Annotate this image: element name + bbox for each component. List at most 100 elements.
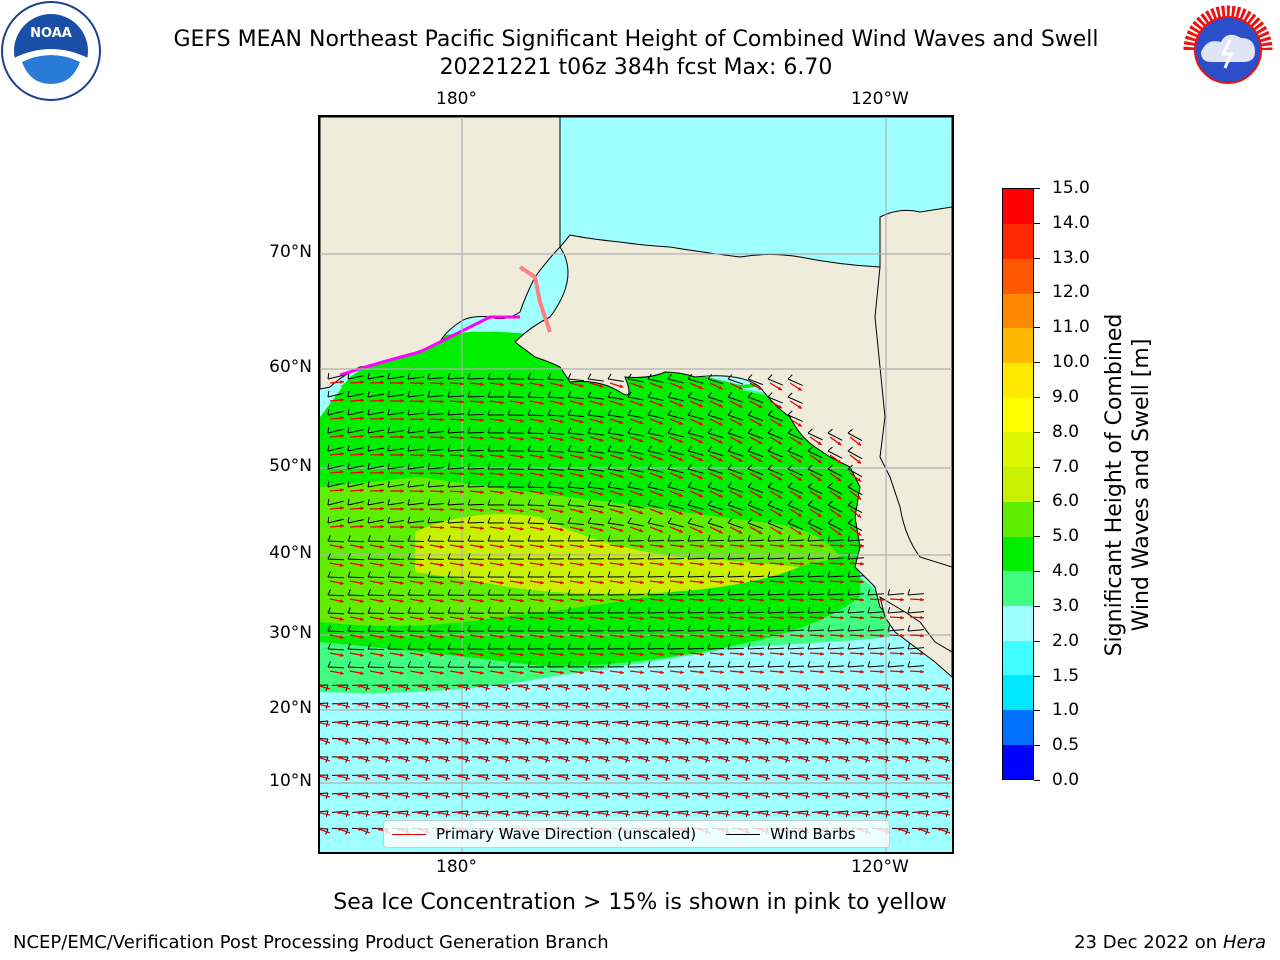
wind-barb-flag: [767, 589, 771, 596]
colorbar-tick-label: 9.0: [1052, 386, 1080, 407]
wave-arrow-head: [840, 633, 844, 638]
wave-arrow-head: [698, 511, 703, 516]
wind-barb: [827, 647, 844, 650]
wave-arrow: [320, 685, 331, 690]
wind-barb-flag: [867, 589, 871, 596]
wind-barb: [787, 432, 803, 440]
wind-barb-flag: [847, 643, 851, 650]
wind-barb-flag: [767, 464, 773, 470]
wind-barb: [812, 810, 829, 813]
wind-barb-flag: [787, 374, 793, 380]
wind-barb: [387, 630, 405, 633]
lon-label-bottom-180: 180°: [436, 857, 477, 877]
wind-barb-flag: [467, 499, 471, 506]
wind-barb-flag: [907, 589, 911, 596]
wave-arrow-head: [480, 490, 484, 495]
wind-barb-flag: [867, 625, 871, 632]
wind-barb-flag: [487, 553, 491, 560]
wind-barb-flag: [647, 517, 652, 524]
wind-barb: [627, 378, 644, 383]
wave-arrow-head: [640, 634, 644, 639]
wind-barb: [747, 450, 764, 458]
wave-arrow-head: [419, 544, 424, 549]
wind-barb-flag: [347, 372, 350, 380]
wind-barb: [852, 720, 869, 723]
wind-barb-flag: [667, 571, 671, 578]
wind-barb-flag: [587, 499, 592, 506]
wave-arrow-head: [676, 684, 681, 688]
wind-barb: [827, 468, 843, 477]
wind-barb-flag: [627, 463, 632, 470]
wind-barb-flag: [487, 643, 491, 650]
wave-arrow-head: [756, 774, 761, 778]
wind-barb-flag: [767, 428, 773, 434]
wave-arrow-head: [580, 598, 584, 603]
wave-arrow-head: [857, 531, 862, 536]
wave-arrow-head: [480, 454, 484, 459]
wind-barb: [647, 522, 664, 527]
colorbar-tick: [1034, 222, 1040, 224]
wave-arrow-head: [656, 810, 661, 815]
wave-arrow-head: [916, 792, 921, 797]
wind-barb-flag: [687, 499, 693, 506]
wave-arrow-head: [600, 562, 604, 567]
wind-barb: [687, 414, 704, 420]
wave-arrow-head: [600, 544, 604, 549]
wind-barb: [847, 575, 864, 578]
wind-barb: [847, 539, 864, 542]
wind-barb-flag: [907, 643, 911, 650]
wind-barb: [647, 378, 664, 383]
wind-barb: [912, 720, 929, 723]
wave-arrow-head: [817, 513, 822, 517]
wind-barb: [467, 521, 485, 524]
wave-arrow-head: [639, 402, 644, 407]
wind-barb: [687, 522, 704, 528]
wave-arrow-head: [340, 398, 344, 402]
wave-arrow-head: [716, 720, 721, 725]
wave-arrow-head: [539, 491, 544, 495]
wind-barb-flag: [787, 482, 793, 488]
wave-arrow-head: [500, 580, 504, 585]
wave-direction-label: Primary Wave Direction (unscaled): [436, 825, 697, 843]
wind-barb: [667, 593, 685, 596]
wind-barb-flag: [787, 661, 791, 668]
wave-arrow-head: [896, 755, 901, 760]
wind-barb: [827, 522, 843, 531]
wind-barb: [767, 450, 783, 458]
wind-barb-flag: [507, 391, 511, 398]
wind-barb-flag: [607, 373, 612, 380]
wave-arrow-head: [600, 616, 604, 621]
wave-arrow-head: [740, 562, 744, 566]
wave-arrow-head: [540, 544, 544, 549]
wind-barb: [412, 810, 429, 813]
wave-arrow-head: [716, 774, 721, 778]
wave-arrow-head: [399, 671, 404, 675]
wave-arrow-head: [620, 616, 624, 621]
wind-barb-flag: [327, 498, 330, 506]
wave-arrow-head: [698, 421, 703, 426]
wind-barb-flag: [487, 535, 491, 542]
colorbar-segment: [1003, 674, 1033, 711]
wind-barb-flag: [607, 661, 611, 668]
wind-barb-flag: [367, 481, 370, 488]
wind-barb: [832, 810, 849, 813]
wind-barb-flag: [447, 499, 451, 506]
wave-arrow-head: [656, 755, 661, 760]
wave-arrow-head: [340, 506, 344, 510]
wind-barb-flag: [547, 625, 551, 632]
wave-arrow-head: [860, 597, 864, 602]
wind-barb: [747, 504, 764, 512]
wave-arrow-head: [740, 652, 744, 656]
wind-barb-flag: [427, 481, 431, 488]
wave-arrow-head: [716, 810, 721, 815]
wind-barb-flag: [347, 390, 350, 398]
wind-barb-flag: [787, 392, 793, 398]
wind-barb-flag: [587, 625, 591, 632]
wind-barb-flag: [447, 661, 451, 668]
wind-barb: [347, 558, 365, 561]
wind-barb-flag: [607, 409, 612, 416]
wind-barb-flag: [587, 607, 591, 614]
wind-barb-flag: [627, 373, 632, 380]
wind-barb-flag: [547, 607, 551, 614]
wave-arrow-head: [440, 381, 444, 386]
